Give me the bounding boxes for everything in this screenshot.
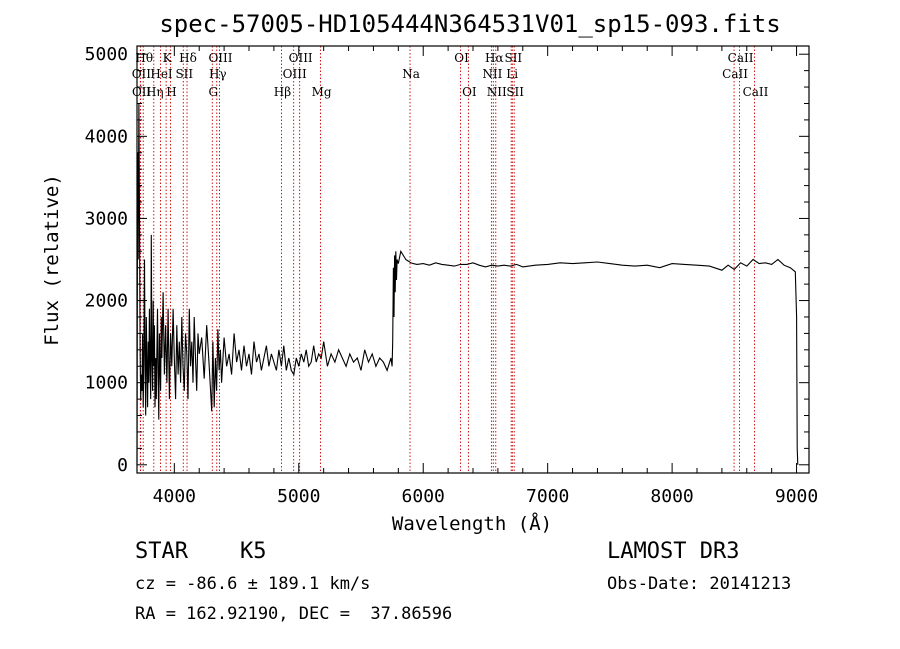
plot-frame: [136, 45, 810, 474]
line-marker-label: H: [166, 85, 176, 99]
ra-dec: RA = 162.92190, DEC = 37.86596: [135, 604, 452, 624]
line-marker-label: Hη: [146, 85, 164, 99]
x-tick-label: 8000: [650, 486, 693, 507]
y-tick-label: 0: [117, 455, 128, 476]
y-tick-label: 2000: [85, 291, 128, 312]
line-marker-label: SII: [504, 51, 522, 65]
x-tick-label: 6000: [402, 486, 445, 507]
chart-title: spec-57005-HD105444N364531V01_sp15-093.f…: [159, 10, 780, 38]
x-tick-label: 9000: [775, 486, 818, 507]
line-marker-label: CaII: [722, 67, 748, 81]
line-marker-label: NII: [482, 67, 502, 81]
line-marker-label: NII: [487, 85, 507, 99]
redshift-cz: cz = -86.6 ± 189.1 km/s: [135, 574, 370, 594]
y-tick-label: 4000: [85, 126, 128, 147]
y-tick-label: 1000: [85, 373, 128, 394]
line-marker-label: Hθ: [135, 51, 153, 65]
line-marker-label: G: [208, 85, 218, 99]
line-marker-label: Na: [402, 67, 420, 81]
x-tick-label: 4000: [153, 486, 196, 507]
line-marker-label: Li: [506, 67, 518, 81]
x-tick-label: 7000: [526, 486, 569, 507]
line-marker-label: OI: [454, 51, 469, 65]
line-marker-label: CaII: [728, 51, 754, 65]
y-tick-label: 3000: [85, 208, 128, 229]
x-tick-label: 5000: [277, 486, 320, 507]
object-subclass: K5: [240, 539, 267, 564]
line-marker-label: SII: [175, 67, 193, 81]
x-axis-ticks: 4000 5000 6000 7000 8000 9000: [153, 46, 818, 507]
line-marker-label: OIII: [283, 67, 307, 81]
line-marker-label: OIII: [289, 51, 313, 65]
line-marker-label: SII: [506, 85, 524, 99]
emission-line-labels: OIIHθOIIHηHeIKHSIIHδGHγOIIIHβOIIIOIIIMgN…: [132, 51, 769, 99]
line-marker-label: Mg: [312, 85, 332, 99]
line-marker-label: HeI: [150, 67, 173, 81]
line-marker-label: OIII: [208, 51, 232, 65]
line-marker-label: OI: [462, 85, 477, 99]
object-class: STAR: [135, 539, 189, 564]
line-marker-label: Hα: [485, 51, 504, 65]
y-axis-ticks: 0 1000 2000 3000 4000 5000: [85, 44, 809, 476]
y-tick-label: 5000: [85, 44, 128, 65]
line-marker-label: Hγ: [209, 67, 227, 81]
y-axis-label: Flux (relative): [41, 174, 63, 346]
line-marker-label: Hδ: [179, 51, 197, 65]
survey-name: LAMOST DR3: [607, 539, 739, 564]
emission-line-markers: [139, 46, 755, 473]
line-marker-label: CaII: [743, 85, 769, 99]
x-axis-label: Wavelength (Å): [392, 512, 552, 535]
line-marker-label: K: [163, 51, 173, 65]
line-marker-label: OII: [132, 67, 152, 81]
obs-date: Obs-Date: 20141213: [607, 574, 791, 594]
spectrum-line: [136, 103, 799, 465]
line-marker-label: Hβ: [274, 85, 291, 99]
